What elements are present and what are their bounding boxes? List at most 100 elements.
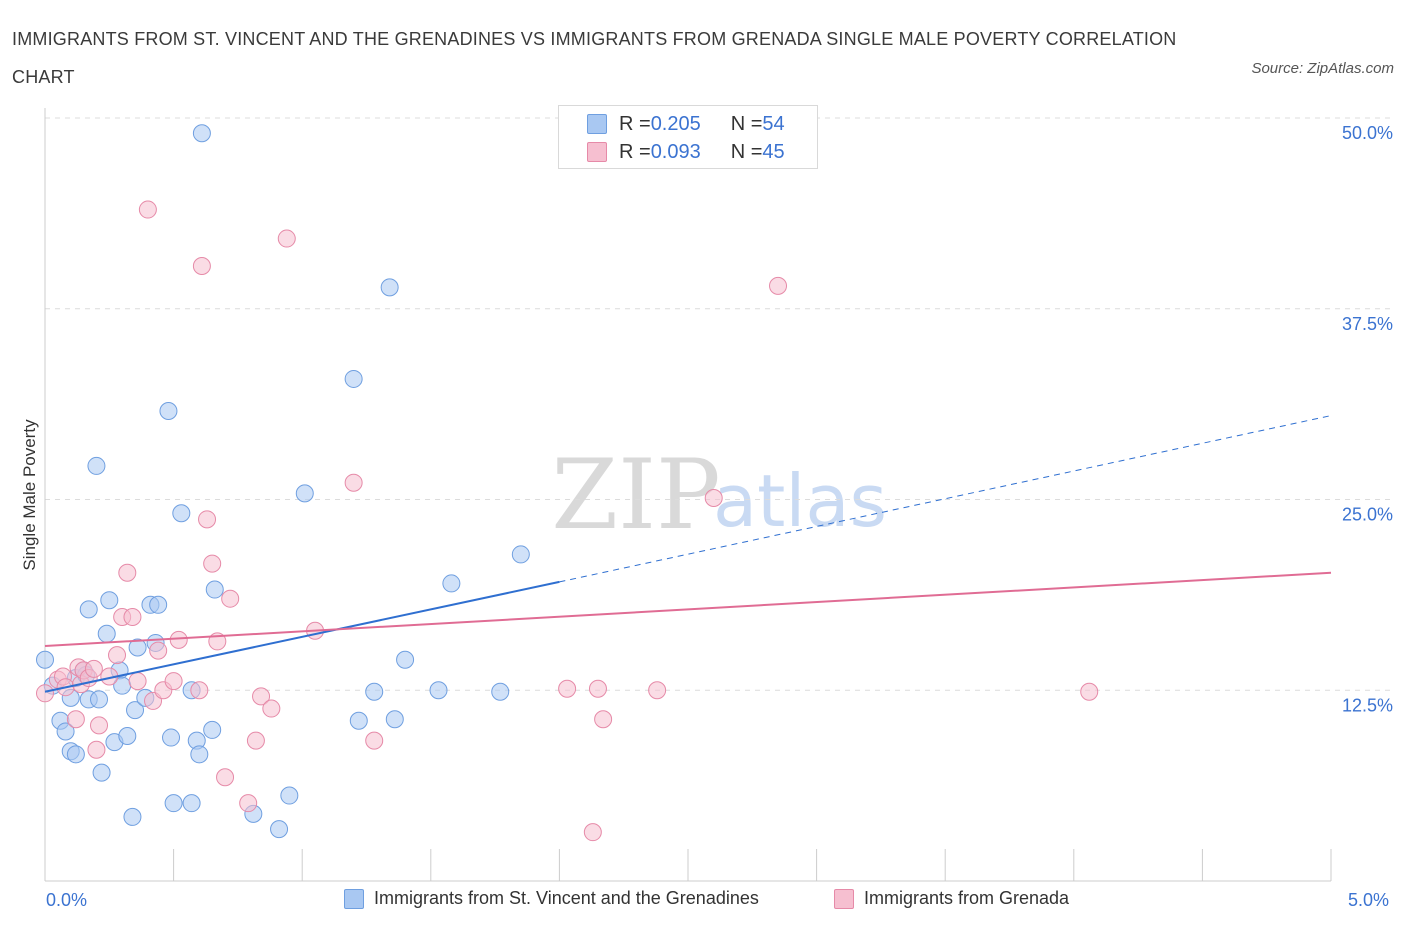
source-label: Source: ZipAtlas.com bbox=[1251, 60, 1394, 77]
n-label: N = bbox=[730, 112, 763, 135]
series-1-point bbox=[442, 574, 461, 593]
series-1-point bbox=[349, 711, 368, 730]
stats-box: R = 0.205 N = 54 R = 0.093 N = 45 bbox=[558, 105, 818, 169]
series-1-point bbox=[97, 624, 116, 643]
series-1-point bbox=[56, 722, 75, 741]
series-2-swatch bbox=[587, 142, 607, 162]
series-2-point bbox=[648, 681, 667, 700]
series-2-point bbox=[87, 740, 106, 759]
series-2-point bbox=[1080, 682, 1099, 701]
series-1-point bbox=[396, 650, 415, 669]
r-label: R = bbox=[619, 140, 651, 163]
series-1-point bbox=[172, 504, 191, 523]
series-2-point bbox=[118, 563, 137, 582]
y-tick-label: 25.0% bbox=[1342, 505, 1393, 525]
series-1-point bbox=[79, 600, 98, 619]
series-2-point bbox=[583, 823, 602, 842]
y-axis-title: Single Male Poverty bbox=[20, 419, 39, 571]
series-1-point bbox=[159, 401, 178, 420]
chart-title: IMMIGRANTS FROM ST. VINCENT AND THE GREN… bbox=[12, 29, 1177, 87]
series-2-point bbox=[262, 699, 281, 718]
series-2-point bbox=[66, 710, 85, 729]
series-1-point bbox=[280, 786, 299, 805]
series-2-point bbox=[246, 731, 265, 750]
series-1-point bbox=[491, 682, 510, 701]
series-1-point bbox=[203, 720, 222, 739]
series-1-point bbox=[66, 745, 85, 764]
legend-swatch-series-1 bbox=[344, 888, 364, 909]
series-1-point bbox=[92, 763, 111, 782]
n-value: 54 bbox=[762, 112, 785, 135]
series-2-point bbox=[221, 589, 240, 608]
series-2-point bbox=[190, 681, 209, 700]
series-2-point bbox=[203, 554, 222, 573]
series-2-point bbox=[252, 687, 271, 706]
series-2-point bbox=[365, 731, 384, 750]
series-1-point bbox=[87, 456, 106, 475]
series-1-swatch bbox=[587, 114, 607, 134]
series-2-point bbox=[594, 710, 613, 729]
series-1-point bbox=[344, 369, 363, 388]
legend-swatch-series-2 bbox=[834, 888, 854, 909]
series-1-point bbox=[192, 124, 211, 143]
series-1-point bbox=[380, 278, 399, 297]
r-value: 0.093 bbox=[650, 140, 701, 163]
series-1-point bbox=[162, 728, 181, 747]
series-1-point bbox=[365, 682, 384, 701]
stats-row-series-2: R = 0.093 N = 45 bbox=[559, 138, 785, 166]
series-2-point bbox=[558, 679, 577, 698]
stats-row-series-1: R = 0.205 N = 54 bbox=[559, 110, 785, 138]
legend: Immigrants from St. Vincent and the Gren… bbox=[0, 888, 1406, 916]
y-tick-label: 50.0% bbox=[1342, 123, 1393, 143]
series-2-point bbox=[704, 488, 723, 507]
series-1-point bbox=[429, 681, 448, 700]
series-1-point bbox=[182, 794, 201, 813]
series-2-point bbox=[128, 672, 147, 691]
series-1-point bbox=[205, 580, 224, 599]
series-2-point bbox=[588, 679, 607, 698]
r-value: 0.205 bbox=[650, 112, 701, 135]
watermark-atlas: atlas bbox=[713, 459, 887, 543]
series-2-point bbox=[198, 510, 217, 529]
series-2-point bbox=[192, 257, 211, 276]
series-1-point bbox=[100, 591, 119, 610]
r-label: R = bbox=[619, 112, 651, 135]
series-1-point bbox=[123, 807, 142, 826]
series-2-point bbox=[344, 473, 363, 492]
series-2-point bbox=[123, 608, 142, 627]
series-1-point bbox=[90, 690, 109, 709]
series-1-point bbox=[164, 794, 183, 813]
series-2-point bbox=[164, 672, 183, 691]
series-1-point bbox=[190, 745, 209, 764]
series-1-point bbox=[385, 710, 404, 729]
watermark-zip: ZIP bbox=[551, 439, 720, 551]
n-label: N = bbox=[730, 140, 763, 163]
x-tick-label-min: 0.0% bbox=[46, 890, 88, 910]
series-2-point bbox=[84, 659, 103, 678]
series-1-point bbox=[511, 545, 530, 564]
n-value: 45 bbox=[762, 140, 785, 163]
series-2-point bbox=[239, 794, 258, 813]
series-2-point bbox=[216, 768, 235, 787]
series-2-point bbox=[169, 630, 188, 649]
series-2-point bbox=[769, 276, 788, 295]
series-2-point bbox=[108, 646, 127, 665]
series-2-point bbox=[36, 684, 54, 703]
y-tick-label: 37.5% bbox=[1342, 314, 1393, 334]
series-1-point bbox=[149, 595, 168, 614]
series-2-point bbox=[149, 641, 168, 660]
series-2-point bbox=[90, 716, 109, 735]
trendline-series-2 bbox=[44, 571, 1332, 647]
series-1-point bbox=[36, 650, 54, 669]
legend-label-series-2: Immigrants from Grenada bbox=[864, 888, 1070, 908]
series-1-point bbox=[295, 484, 314, 503]
series-2-point bbox=[138, 200, 157, 219]
y-tick-label: 12.5% bbox=[1342, 695, 1393, 715]
series-1-point bbox=[118, 727, 137, 746]
series-1-point bbox=[126, 701, 145, 720]
series-1-point bbox=[270, 820, 289, 839]
trendline-series-1 bbox=[44, 580, 560, 693]
series-1-point bbox=[128, 638, 147, 657]
legend-item-series-2: Immigrants from Grenada bbox=[834, 888, 1069, 909]
